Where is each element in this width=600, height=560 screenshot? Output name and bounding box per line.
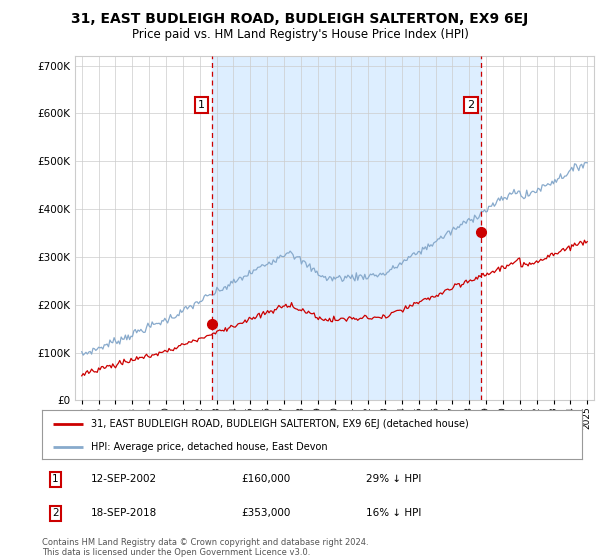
Text: 29% ↓ HPI: 29% ↓ HPI xyxy=(366,474,421,484)
Text: 2: 2 xyxy=(52,508,59,519)
Text: 2: 2 xyxy=(467,100,475,110)
Text: 16% ↓ HPI: 16% ↓ HPI xyxy=(366,508,421,519)
Bar xyxy=(212,56,481,400)
Text: 31, EAST BUDLEIGH ROAD, BUDLEIGH SALTERTON, EX9 6EJ: 31, EAST BUDLEIGH ROAD, BUDLEIGH SALTERT… xyxy=(71,12,529,26)
Text: 1: 1 xyxy=(52,474,59,484)
Text: Contains HM Land Registry data © Crown copyright and database right 2024.
This d: Contains HM Land Registry data © Crown c… xyxy=(42,538,368,557)
Text: 12-SEP-2002: 12-SEP-2002 xyxy=(91,474,157,484)
Text: 31, EAST BUDLEIGH ROAD, BUDLEIGH SALTERTON, EX9 6EJ (detached house): 31, EAST BUDLEIGH ROAD, BUDLEIGH SALTERT… xyxy=(91,419,469,429)
Text: £353,000: £353,000 xyxy=(242,508,291,519)
Text: 18-SEP-2018: 18-SEP-2018 xyxy=(91,508,157,519)
Text: Price paid vs. HM Land Registry's House Price Index (HPI): Price paid vs. HM Land Registry's House … xyxy=(131,28,469,41)
Text: £160,000: £160,000 xyxy=(242,474,291,484)
Text: HPI: Average price, detached house, East Devon: HPI: Average price, detached house, East… xyxy=(91,442,327,452)
Text: 1: 1 xyxy=(198,100,205,110)
